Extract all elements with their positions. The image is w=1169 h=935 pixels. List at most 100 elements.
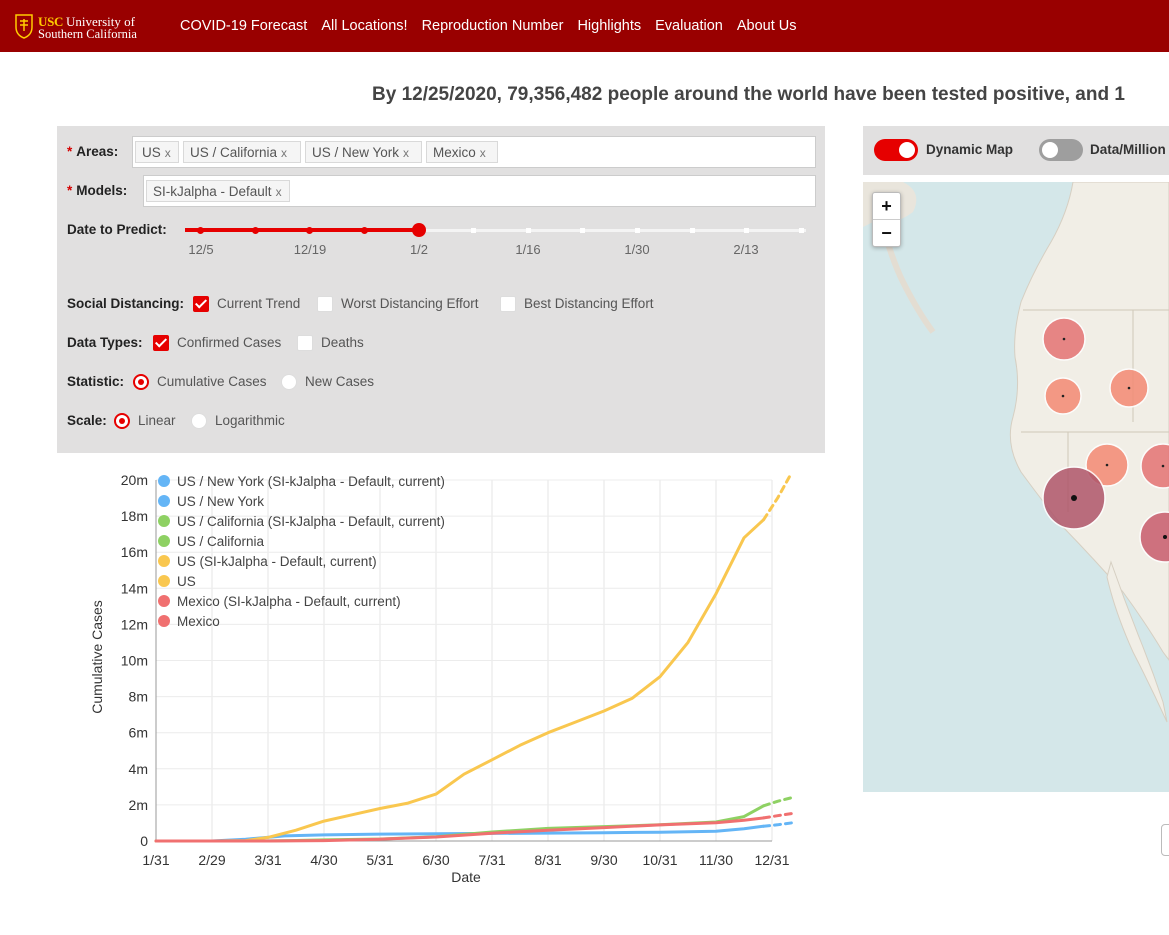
utah-bubble[interactable]: [1140, 443, 1169, 489]
x-tick-label: 11/30: [699, 852, 733, 868]
slider-tick-label[interactable]: 1/16: [515, 242, 541, 257]
partial-button[interactable]: [1161, 824, 1169, 856]
model-tag[interactable]: SI-kJalpha - Default x: [146, 180, 290, 202]
slider-tick-label[interactable]: 12/5: [188, 242, 214, 257]
map-view[interactable]: [863, 182, 1169, 792]
models-label: * Models:: [67, 183, 128, 198]
usc-seal-icon: [15, 14, 33, 39]
logo-usc-text: USC: [38, 14, 64, 29]
linear-label[interactable]: Linear: [138, 413, 176, 428]
bubble-center: [1105, 463, 1109, 467]
slider-dot[interactable]: [252, 226, 259, 234]
best-distancing-label[interactable]: Best Distancing Effort: [524, 296, 654, 311]
y-tick-label: 20m: [121, 472, 148, 488]
zoom-out-button[interactable]: −: [881, 223, 892, 243]
deaths-checkbox[interactable]: [297, 335, 313, 351]
best-distancing-checkbox[interactable]: [500, 296, 516, 312]
required-mark: *: [67, 183, 73, 198]
remove-tag-icon[interactable]: x: [403, 146, 410, 160]
nav-all-locations[interactable]: All Locations!: [321, 18, 408, 34]
area-tag[interactable]: US / New York x: [305, 141, 422, 163]
zoom-in-button[interactable]: +: [873, 193, 900, 220]
dynamic-map-toggle[interactable]: [874, 139, 918, 161]
worst-distancing-checkbox[interactable]: [317, 296, 333, 312]
areas-select[interactable]: US x US / California x US / New York x Mexi…: [132, 136, 816, 168]
models-select[interactable]: SI-kJalpha - Default x: [143, 175, 816, 207]
y-tick-label: 10m: [121, 653, 148, 669]
x-tick-label: 9/30: [590, 852, 617, 868]
slider-tick-label[interactable]: 1/30: [624, 242, 650, 257]
logarithmic-label[interactable]: Logarithmic: [215, 413, 285, 428]
remove-tag-icon[interactable]: x: [281, 146, 288, 160]
x-tick-label: 7/31: [478, 852, 505, 868]
cumulative-cases-radio[interactable]: [133, 374, 149, 390]
confirmed-cases-label[interactable]: Confirmed Cases: [177, 335, 282, 350]
confirmed-cases-checkbox[interactable]: [153, 335, 169, 351]
data-million-toggle[interactable]: [1039, 139, 1083, 161]
y-tick-label: 16m: [121, 544, 148, 560]
statistic-label-text: Statistic: [67, 374, 120, 389]
series-line: [762, 471, 794, 522]
nav-evaluation[interactable]: Evaluation: [655, 18, 723, 34]
slider-dot[interactable]: [799, 227, 804, 233]
slider-dot[interactable]: [635, 227, 640, 233]
slider-tick-label[interactable]: 12/19: [293, 242, 327, 257]
date-slider-track[interactable]: [185, 229, 806, 232]
area-tag[interactable]: US x: [135, 141, 179, 163]
bubble-center: [1161, 464, 1165, 468]
arizona-bubble[interactable]: [1139, 511, 1169, 563]
bubble-center: [1163, 535, 1167, 539]
deaths-label[interactable]: Deaths: [321, 335, 364, 350]
top-navbar: USC University of Southern California CO…: [0, 0, 1169, 52]
nav-highlights[interactable]: Highlights: [577, 18, 642, 34]
remove-tag-icon[interactable]: x: [275, 185, 282, 199]
legend-label: US (SI-kJalpha - Default, current): [177, 554, 377, 569]
cumulative-cases-chart: 1/31 2/29 3/31 4/30 5/31 6/30 7/31 8/31 9/30 10/3…: [89, 471, 794, 885]
current-trend-label[interactable]: Current Trend: [217, 296, 301, 311]
linear-radio[interactable]: [114, 413, 130, 429]
x-axis-label: Date: [451, 869, 481, 885]
date-slider-handle[interactable]: [412, 223, 426, 237]
slider-dot[interactable]: [580, 227, 585, 233]
map-canvas[interactable]: [863, 182, 1169, 792]
area-tag[interactable]: US / California x: [183, 141, 301, 163]
y-tick-label: 4m: [129, 761, 148, 777]
social-distancing-label-text: Social Distancing: [67, 296, 180, 311]
series-line: [762, 796, 794, 808]
nav-about-us[interactable]: About Us: [736, 18, 797, 34]
area-tag-label: US / California: [190, 145, 278, 160]
slider-dot[interactable]: [306, 226, 313, 234]
slider-dot[interactable]: [197, 226, 204, 234]
x-tick-label: 1/31: [142, 852, 169, 868]
slider-tick-label[interactable]: 2/13: [733, 242, 759, 257]
toggle-knob: [1042, 142, 1058, 158]
x-tick-label: 4/30: [310, 852, 337, 868]
date-to-predict-label: Date to Predict:: [67, 222, 167, 237]
logarithmic-radio[interactable]: [191, 413, 207, 429]
x-tick-label: 3/31: [254, 852, 281, 868]
models-label-text: Models: [76, 183, 123, 198]
slider-dot[interactable]: [471, 227, 476, 233]
slider-dot[interactable]: [526, 227, 531, 233]
legend-label: US / California (SI-kJalpha - Default, c…: [177, 514, 445, 529]
usc-logo[interactable]: USC University of Southern California: [14, 11, 137, 43]
nav-covid-forecast[interactable]: COVID-19 Forecast: [180, 18, 308, 34]
x-tick-label: 6/30: [422, 852, 449, 868]
remove-tag-icon[interactable]: x: [479, 146, 486, 160]
new-cases-radio[interactable]: [281, 374, 297, 390]
remove-tag-icon[interactable]: x: [164, 146, 171, 160]
slider-tick-label[interactable]: 1/2: [409, 242, 429, 257]
main-nav: COVID-19 Forecast All Locations! Reprodu…: [180, 0, 810, 52]
y-tick-label: 2m: [129, 797, 148, 813]
nav-reproduction-number[interactable]: Reproduction Number: [421, 18, 564, 34]
slider-dot[interactable]: [744, 227, 749, 233]
required-mark: *: [67, 144, 73, 159]
bubble-center: [1127, 386, 1131, 390]
slider-dot[interactable]: [361, 226, 368, 234]
area-tag[interactable]: Mexico x: [426, 141, 498, 163]
current-trend-checkbox[interactable]: [193, 296, 209, 312]
cumulative-cases-label[interactable]: Cumulative Cases: [157, 374, 267, 389]
slider-dot[interactable]: [690, 227, 695, 233]
new-cases-label[interactable]: New Cases: [305, 374, 375, 389]
worst-distancing-label[interactable]: Worst Distancing Effort: [341, 296, 479, 311]
